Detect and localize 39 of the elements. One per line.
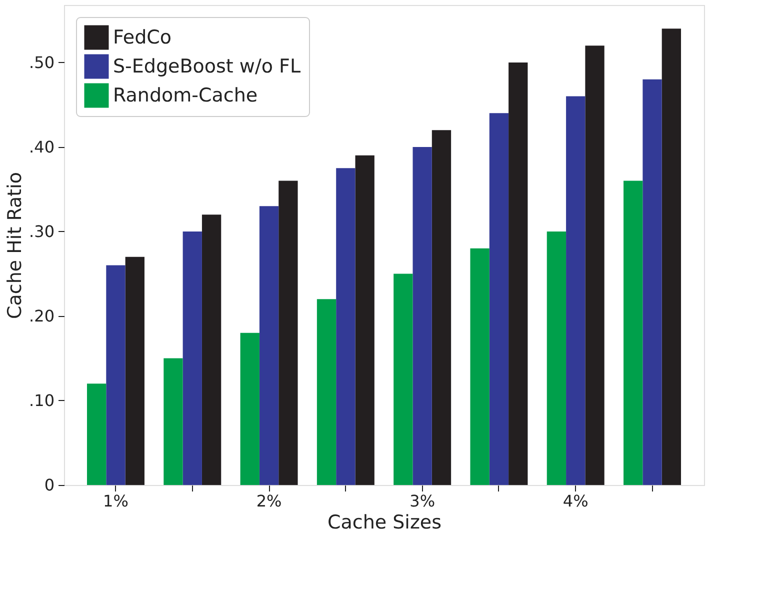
x-tick-label: 2% <box>256 492 282 510</box>
y-tick-label: .10 <box>29 390 54 410</box>
bar <box>355 155 374 485</box>
bar <box>489 113 509 485</box>
y-tick-label: .50 <box>29 52 54 72</box>
bar <box>394 274 413 485</box>
legend-label: Random-Cache <box>113 84 258 106</box>
y-tick-label: 0 <box>44 476 54 494</box>
bar <box>412 146 432 485</box>
x-tick-label: 3% <box>410 492 436 510</box>
bar <box>508 62 528 485</box>
bar <box>585 46 604 485</box>
y-tick-label: .40 <box>29 137 54 156</box>
bar <box>662 28 682 485</box>
bar <box>125 256 144 485</box>
y-axis-title: Cache Hit Ratio <box>4 172 26 319</box>
y-tick-label: .30 <box>29 222 54 241</box>
y-tick-label: .20 <box>29 306 54 326</box>
bar <box>432 130 452 485</box>
bar <box>240 332 260 485</box>
x-tick-label: 1% <box>103 492 128 510</box>
legend-label: S-EdgeBoost w/o FL <box>113 56 301 78</box>
legend-label: FedCo <box>113 26 172 48</box>
bar <box>336 168 356 485</box>
bar <box>642 79 662 485</box>
bar <box>278 180 298 485</box>
bar <box>164 358 183 485</box>
bar <box>566 96 586 485</box>
bar <box>106 265 126 485</box>
bar <box>259 206 279 485</box>
bar <box>316 299 336 485</box>
bar <box>624 180 643 485</box>
bar <box>470 248 490 485</box>
bar <box>182 231 202 485</box>
x-axis-title: Cache Sizes <box>327 512 442 534</box>
bar <box>202 214 222 485</box>
x-tick-label: 4% <box>562 492 588 510</box>
bar <box>86 384 106 485</box>
bar <box>546 231 566 485</box>
